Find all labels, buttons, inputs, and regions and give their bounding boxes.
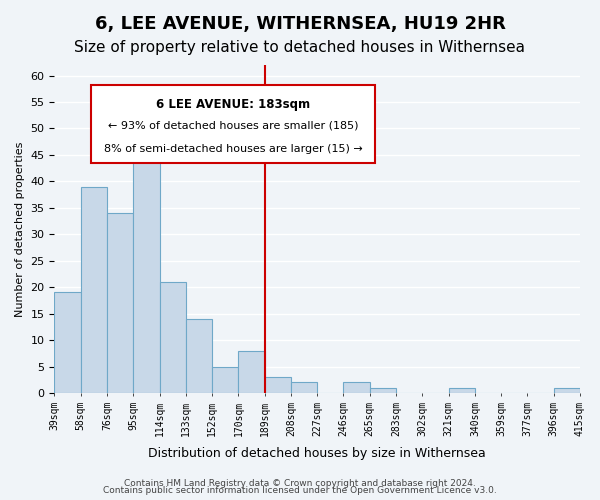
Bar [55,292,80,393]
Bar [238,350,265,393]
Text: Size of property relative to detached houses in Withernsea: Size of property relative to detached ho… [74,40,526,55]
FancyBboxPatch shape [91,84,375,164]
Bar [107,213,133,393]
Bar [554,388,580,393]
Bar [186,319,212,393]
Bar [343,382,370,393]
Text: ← 93% of detached houses are smaller (185): ← 93% of detached houses are smaller (18… [108,121,358,131]
Bar [370,388,396,393]
Text: Contains public sector information licensed under the Open Government Licence v3: Contains public sector information licen… [103,486,497,495]
Bar [160,282,186,393]
Bar [291,382,317,393]
Y-axis label: Number of detached properties: Number of detached properties [15,142,25,316]
Text: 8% of semi-detached houses are larger (15) →: 8% of semi-detached houses are larger (1… [104,144,362,154]
Text: 6 LEE AVENUE: 183sqm: 6 LEE AVENUE: 183sqm [156,98,310,111]
X-axis label: Distribution of detached houses by size in Withernsea: Distribution of detached houses by size … [148,447,486,460]
Bar [265,377,291,393]
Text: 6, LEE AVENUE, WITHERNSEA, HU19 2HR: 6, LEE AVENUE, WITHERNSEA, HU19 2HR [95,15,505,33]
Text: Contains HM Land Registry data © Crown copyright and database right 2024.: Contains HM Land Registry data © Crown c… [124,478,476,488]
Bar [449,388,475,393]
Bar [212,366,238,393]
Bar [80,186,107,393]
Bar [133,134,160,393]
